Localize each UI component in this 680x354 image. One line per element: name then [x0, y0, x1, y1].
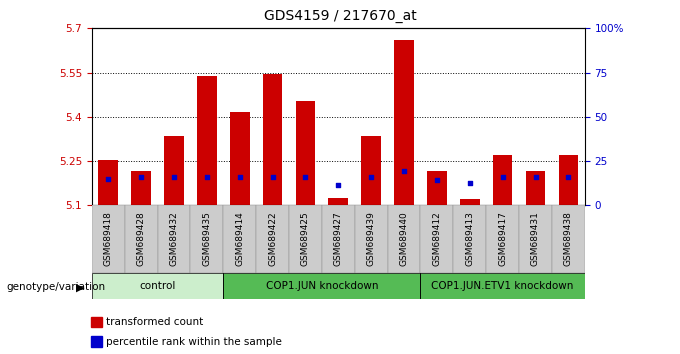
Text: GDS4159 / 217670_at: GDS4159 / 217670_at — [264, 9, 416, 23]
Point — [398, 169, 409, 174]
Bar — [131, 171, 151, 205]
Point — [201, 175, 212, 180]
Bar — [328, 198, 348, 205]
Text: GSM689432: GSM689432 — [169, 212, 178, 266]
Text: GSM689412: GSM689412 — [432, 212, 441, 266]
Bar — [322, 205, 355, 273]
Bar — [92, 273, 223, 299]
Bar — [394, 40, 414, 205]
Text: GSM689427: GSM689427 — [334, 212, 343, 266]
Text: GSM689418: GSM689418 — [104, 211, 113, 267]
Bar — [552, 205, 585, 273]
Bar — [230, 112, 250, 205]
Text: GSM689428: GSM689428 — [137, 212, 146, 266]
Bar — [493, 155, 513, 205]
Text: control: control — [139, 281, 175, 291]
Bar — [526, 171, 545, 205]
Point — [234, 175, 245, 180]
Bar — [355, 205, 388, 273]
Point — [464, 180, 475, 186]
Point — [103, 176, 114, 182]
Point — [333, 182, 343, 188]
Text: GSM689417: GSM689417 — [498, 211, 507, 267]
Bar — [190, 205, 223, 273]
Text: GSM689425: GSM689425 — [301, 212, 310, 266]
Text: GSM689422: GSM689422 — [268, 212, 277, 266]
Bar — [454, 205, 486, 273]
Bar — [256, 205, 289, 273]
Bar — [296, 101, 316, 205]
Point — [366, 175, 377, 180]
Point — [497, 175, 508, 180]
Point — [169, 175, 180, 180]
Bar — [388, 205, 420, 273]
Text: GSM689435: GSM689435 — [203, 211, 211, 267]
Bar — [558, 155, 578, 205]
Point — [267, 175, 278, 180]
Text: GSM689414: GSM689414 — [235, 212, 244, 266]
Text: COP1.JUN.ETV1 knockdown: COP1.JUN.ETV1 knockdown — [431, 281, 574, 291]
Text: GSM689439: GSM689439 — [367, 211, 375, 267]
Bar — [91, 317, 102, 327]
Text: percentile rank within the sample: percentile rank within the sample — [106, 337, 282, 347]
Text: transformed count: transformed count — [106, 317, 203, 327]
Bar — [420, 273, 585, 299]
Bar — [361, 136, 381, 205]
Bar — [223, 205, 256, 273]
Bar — [91, 336, 102, 347]
Bar — [158, 205, 190, 273]
Text: genotype/variation: genotype/variation — [7, 282, 106, 292]
Point — [431, 177, 442, 183]
Point — [563, 175, 574, 180]
Text: GSM689438: GSM689438 — [564, 211, 573, 267]
Bar — [289, 205, 322, 273]
Bar — [223, 273, 420, 299]
Text: ▶: ▶ — [76, 282, 84, 292]
Point — [136, 175, 147, 180]
Bar — [486, 205, 519, 273]
Bar — [99, 160, 118, 205]
Bar — [92, 205, 124, 273]
Bar — [519, 205, 552, 273]
Bar — [427, 171, 447, 205]
Text: GSM689431: GSM689431 — [531, 211, 540, 267]
Bar — [197, 75, 217, 205]
Bar — [164, 136, 184, 205]
Bar — [420, 205, 454, 273]
Bar — [124, 205, 158, 273]
Bar — [262, 74, 282, 205]
Text: GSM689413: GSM689413 — [465, 211, 474, 267]
Text: GSM689440: GSM689440 — [400, 212, 409, 266]
Point — [300, 175, 311, 180]
Text: COP1.JUN knockdown: COP1.JUN knockdown — [266, 281, 378, 291]
Bar — [460, 199, 479, 205]
Point — [530, 175, 541, 180]
